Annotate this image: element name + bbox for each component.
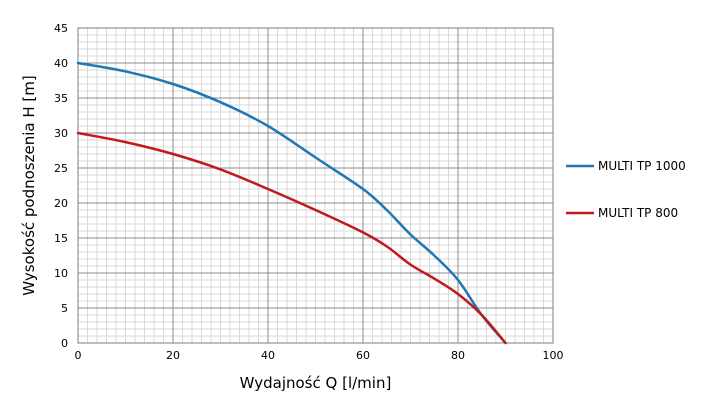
major-grid bbox=[78, 28, 553, 343]
legend-label-multi-tp-800: MULTI TP 800 bbox=[598, 206, 678, 220]
y-axis-tick-labels: 0 5 10 15 20 25 30 35 40 45 bbox=[54, 22, 68, 350]
y-tick-label: 25 bbox=[54, 162, 68, 175]
x-tick-label: 60 bbox=[356, 349, 370, 362]
legend-label-multi-tp-1000: MULTI TP 1000 bbox=[598, 159, 686, 173]
series-lines bbox=[76, 61, 507, 345]
y-tick-label: 45 bbox=[54, 22, 68, 35]
y-tick-label: 5 bbox=[61, 302, 68, 315]
y-tick-label: 35 bbox=[54, 92, 68, 105]
y-axis-title: Wysokość podnoszenia H [m] bbox=[20, 75, 38, 295]
x-tick-label: 0 bbox=[75, 349, 82, 362]
series-line-multi-tp-800 bbox=[76, 131, 507, 345]
x-tick-label: 40 bbox=[261, 349, 275, 362]
x-axis-tick-labels: 0 20 40 60 80 100 bbox=[75, 349, 564, 362]
x-tick-label: 20 bbox=[166, 349, 180, 362]
y-tick-label: 20 bbox=[54, 197, 68, 210]
x-tick-label: 80 bbox=[451, 349, 465, 362]
y-tick-label: 0 bbox=[61, 337, 68, 350]
y-tick-label: 15 bbox=[54, 232, 68, 245]
y-tick-label: 30 bbox=[54, 127, 68, 140]
series-line-multi-tp-1000 bbox=[76, 61, 507, 345]
y-tick-label: 10 bbox=[54, 267, 68, 280]
x-axis-title: Wydajność Q [l/min] bbox=[240, 374, 392, 392]
x-tick-label: 100 bbox=[543, 349, 564, 362]
minor-grid bbox=[78, 28, 553, 343]
y-tick-label: 40 bbox=[54, 57, 68, 70]
legend: MULTI TP 1000 MULTI TP 800 bbox=[566, 159, 686, 220]
plot-area-frame bbox=[77, 27, 554, 344]
